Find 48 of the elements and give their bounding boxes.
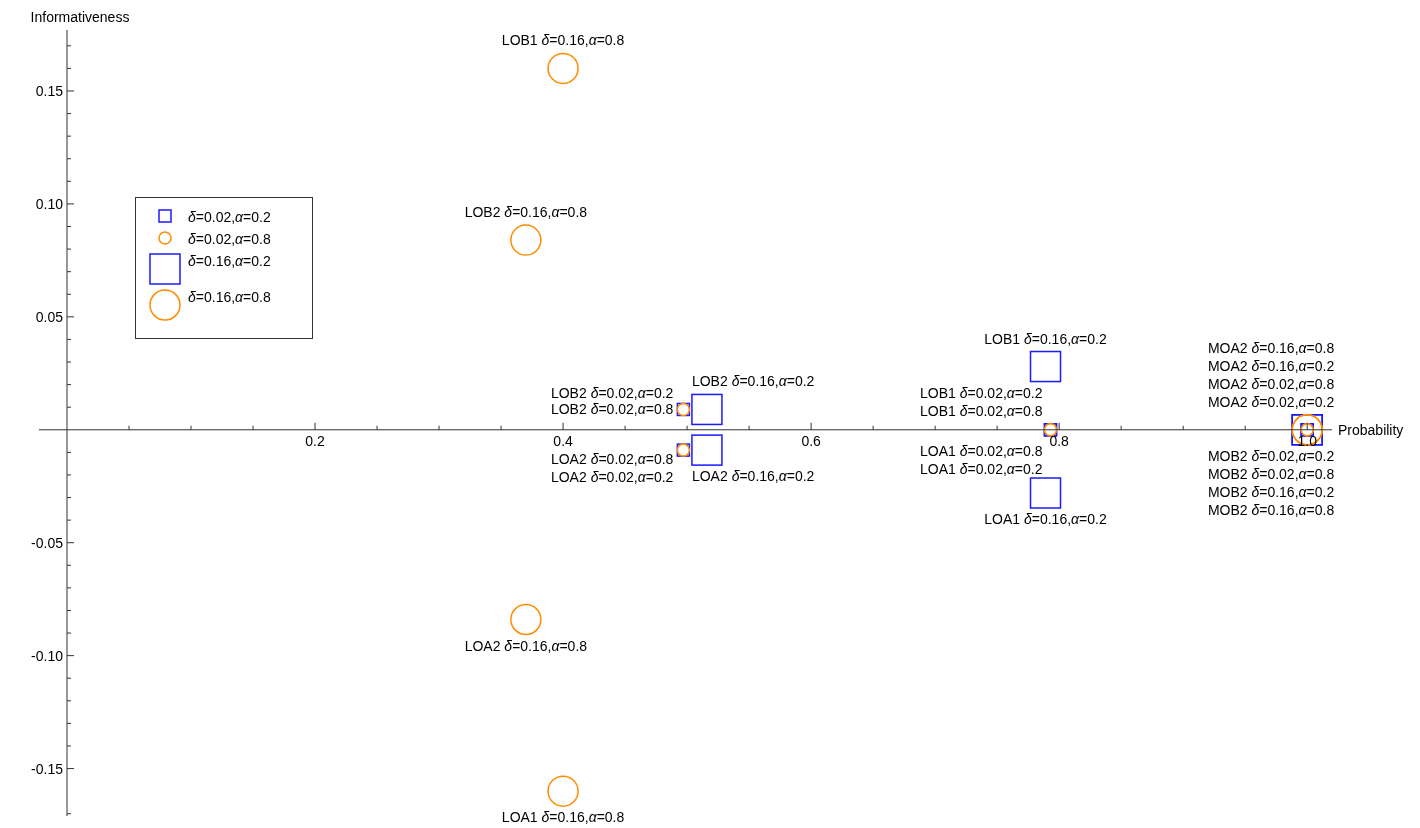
annotation: MOB2 δ=0.16,α=0.2	[1207, 483, 1335, 500]
annotation: MOA2 δ=0.02,α=0.8	[1207, 375, 1335, 392]
annotation: LOA1 δ=0.16,α=0.8	[501, 809, 625, 826]
point	[1029, 350, 1062, 383]
annotation: LOB1 δ=0.16,α=0.2	[984, 330, 1107, 347]
y-axis-title: Informativeness	[30, 9, 130, 25]
point	[547, 52, 579, 85]
annotation: MOA2 δ=0.16,α=0.2	[1207, 357, 1335, 374]
annotation: LOB1 δ=0.16,α=0.8	[501, 32, 625, 49]
annotation: MOB2 δ=0.02,α=0.8	[1207, 465, 1335, 482]
y-tick-label: -0.15	[31, 760, 64, 777]
point	[547, 775, 579, 807]
x-tick-label: 0.4	[553, 432, 574, 449]
annotation: LOB2 δ=0.16,α=0.8	[464, 204, 588, 221]
annotation: LOA2 δ=0.16,α=0.2	[691, 468, 815, 485]
annotation: LOB2 δ=0.16,α=0.2	[691, 373, 815, 390]
y-tick-label: 0.10	[35, 195, 64, 212]
x-tick-label: 0.2	[305, 432, 325, 449]
y-tick-label: -0.05	[31, 534, 64, 551]
annotation: LOA1 δ=0.16,α=0.2	[984, 511, 1107, 528]
point	[691, 393, 723, 426]
x-tick-label: 0.6	[801, 432, 822, 449]
point	[510, 603, 542, 636]
annotation: LOA2 δ=0.16,α=0.8	[464, 637, 588, 654]
annotation: LOA2 δ=0.02,α=0.2	[550, 469, 674, 486]
legend-label: δ=0.02,α=0.8	[188, 231, 271, 247]
annotation: LOA1 δ=0.02,α=0.8	[920, 442, 1043, 459]
legend-label: δ=0.16,α=0.8	[188, 289, 271, 305]
annotation: MOA2 δ=0.16,α=0.8	[1207, 339, 1335, 356]
annotation: LOB1 δ=0.02,α=0.8	[920, 402, 1043, 419]
annotation: LOA1 δ=0.02,α=0.2	[920, 460, 1043, 477]
legend-label: δ=0.16,α=0.2	[188, 253, 271, 269]
y-tick-label: 0.05	[35, 308, 64, 325]
point	[510, 224, 542, 256]
annotation: LOB2 δ=0.02,α=0.8	[550, 401, 674, 418]
legend-label: δ=0.02,α=0.2	[188, 209, 271, 225]
point	[1029, 477, 1062, 509]
annotation: LOB2 δ=0.02,α=0.2	[550, 385, 674, 402]
annotation: MOB2 δ=0.16,α=0.8	[1207, 501, 1335, 518]
y-tick-label: -0.10	[31, 647, 64, 664]
y-tick-label: 0.15	[35, 82, 64, 99]
annotation: MOA2 δ=0.02,α=0.2	[1207, 393, 1335, 410]
annotation: LOB1 δ=0.02,α=0.2	[920, 384, 1043, 401]
x-axis-title: Probability	[1338, 421, 1404, 438]
point	[691, 434, 723, 466]
annotation: MOB2 δ=0.02,α=0.2	[1207, 447, 1335, 464]
x-tick-label: 0.8	[1049, 432, 1070, 449]
annotation: LOA2 δ=0.02,α=0.8	[550, 451, 674, 468]
